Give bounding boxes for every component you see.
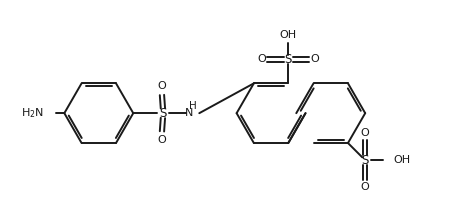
Text: O: O bbox=[360, 182, 369, 192]
Text: O: O bbox=[157, 81, 166, 91]
Text: S: S bbox=[284, 53, 291, 66]
Text: S: S bbox=[159, 107, 166, 120]
Text: S: S bbox=[361, 154, 368, 167]
Text: N: N bbox=[184, 108, 192, 118]
Text: H$_2$N: H$_2$N bbox=[21, 106, 44, 120]
Text: OH: OH bbox=[392, 155, 409, 165]
Text: O: O bbox=[360, 128, 369, 138]
Text: OH: OH bbox=[279, 31, 296, 40]
Text: O: O bbox=[257, 54, 265, 64]
Text: O: O bbox=[310, 54, 319, 64]
Text: O: O bbox=[157, 135, 166, 145]
Text: H: H bbox=[188, 101, 196, 111]
